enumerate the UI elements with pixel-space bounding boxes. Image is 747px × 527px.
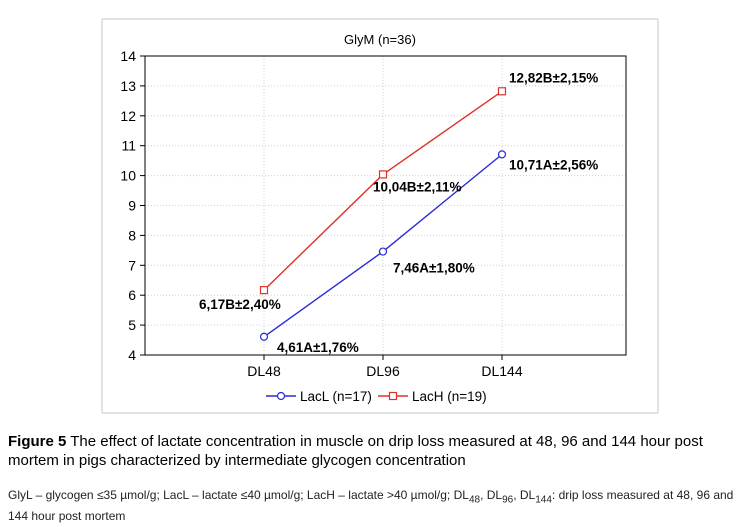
data-label: 10,71A±2,56% xyxy=(509,157,598,172)
y-tick-label: 7 xyxy=(128,257,136,273)
y-tick-label: 8 xyxy=(128,227,136,243)
figure-caption: Figure 5 The effect of lactate concentra… xyxy=(8,432,743,470)
y-tick-label: 12 xyxy=(120,108,136,124)
data-point xyxy=(259,286,269,295)
y-tick-label: 10 xyxy=(120,168,136,184)
legend-marker xyxy=(276,391,286,401)
data-point xyxy=(378,170,388,179)
legend-label: LacH (n=19) xyxy=(412,389,487,404)
chart-frame xyxy=(101,18,659,414)
legend-label: LacL (n=17) xyxy=(300,389,372,404)
data-label: 10,04B±2,11% xyxy=(373,179,461,194)
data-label: 7,46A±1,80% xyxy=(393,261,475,276)
y-tick-label: 4 xyxy=(128,347,136,363)
data-point xyxy=(378,247,388,256)
x-tick-label: DL96 xyxy=(366,363,400,379)
y-tick-label: 13 xyxy=(120,78,136,94)
note-sub-48: 48 xyxy=(468,494,481,506)
chart-title: GlyM (n=36) xyxy=(344,32,416,47)
data-point xyxy=(497,87,507,96)
x-tick-label: DL144 xyxy=(481,363,522,379)
figure-caption-text: The effect of lactate concentration in m… xyxy=(8,433,703,469)
note-sub-144: 144 xyxy=(535,494,552,506)
note-sep-2: , DL xyxy=(513,488,536,502)
y-tick-label: 11 xyxy=(121,138,136,154)
note-text-2: : drip loss measured at 48, 96 and 144 h… xyxy=(8,488,734,524)
y-tick-label: 9 xyxy=(128,198,136,214)
note-sub-96: 96 xyxy=(502,494,514,506)
data-point xyxy=(497,150,507,159)
y-tick-label: 6 xyxy=(128,287,136,303)
chart-panel: GlyM (n=36) 4 5 6 7 8 9 10 11 12 13 14 DL48 DL96 DL144… xyxy=(101,18,659,414)
data-label: 4,61A±1,76% xyxy=(277,340,359,355)
y-tick-label: 5 xyxy=(128,317,136,333)
data-point xyxy=(259,332,269,341)
line-chart: GlyM (n=36) 4 5 6 7 8 9 10 11 12 13 14 DL48 DL96 DL144… xyxy=(101,18,659,414)
data-label: 6,17B±2,40% xyxy=(199,297,281,312)
note-sep-1: , DL xyxy=(480,488,503,502)
note-text-1: GlyL – glycogen ≤35 µmol/g; LacL – lacta… xyxy=(8,488,469,502)
figure-note: GlyL – glycogen ≤35 µmol/g; LacL – lacta… xyxy=(8,487,743,524)
legend-marker xyxy=(388,391,398,401)
y-tick-label: 14 xyxy=(120,48,136,64)
x-tick-label: DL48 xyxy=(247,363,281,379)
data-label: 12,82B±2,15% xyxy=(509,70,598,85)
figure-label: Figure 5 xyxy=(8,433,67,450)
